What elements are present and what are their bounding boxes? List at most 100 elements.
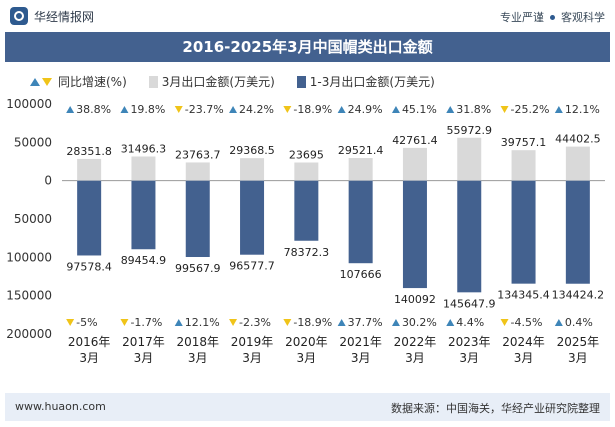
y-tick-label: 100000 — [6, 250, 52, 264]
bar-ytd — [294, 180, 319, 241]
growth-march-label: 31.8% — [456, 103, 491, 116]
x-tick-label: 3月 — [568, 351, 588, 365]
legend-growth-label: 同比增速(%) — [58, 75, 127, 89]
growth-ytd-label: -18.9% — [293, 316, 332, 329]
logo-icon — [10, 7, 28, 25]
chart-plot: 100000 50000 0 50000 100000 150000 200000 28351… — [6, 97, 605, 365]
data-label-ytd: 134345.4 — [497, 289, 550, 302]
brand-name: 华经情报网 — [34, 9, 95, 24]
legend: 同比增速(%) 3月出口金额(万美元) 1-3月出口金额(万美元) — [30, 73, 457, 90]
growth-ytd-arrow — [500, 319, 509, 326]
growth-march-arrow — [391, 106, 400, 113]
legend-march: 3月出口金额(万美元) — [148, 73, 275, 90]
data-label-ytd: 89454.9 — [121, 254, 167, 267]
growth-ytd-arrow — [283, 319, 292, 326]
growth-ytd-label: -2.3% — [239, 316, 271, 329]
bar-march — [131, 156, 156, 181]
bar-ytd — [565, 180, 590, 284]
data-label-ytd: 97578.4 — [66, 260, 112, 273]
y-tick-label: 150000 — [6, 289, 52, 303]
x-tick-label: 2016年 — [68, 335, 111, 349]
x-tick-label: 3月 — [79, 351, 99, 365]
growth-march-label: -23.7% — [185, 103, 224, 116]
bar-ytd — [511, 180, 536, 284]
footer: www.huaon.com 数据来源：中国海关，华经产业研究院整理 — [5, 393, 610, 421]
growth-ytd-label: 12.1% — [185, 316, 220, 329]
bar-march — [348, 158, 373, 181]
growth-march-label: 45.1% — [402, 103, 437, 116]
growth-march-arrow — [283, 106, 292, 113]
top-bar: 华经情报网 专业严谨 客观科学 — [0, 0, 615, 32]
x-tick-label: 3月 — [405, 351, 425, 365]
y-tick-label: 50000 — [14, 212, 52, 226]
growth-march-arrow — [229, 106, 238, 113]
title-bar: 2016-2025年3月中国帽类出口金额 — [5, 32, 610, 62]
growth-march-arrow — [500, 106, 509, 113]
data-label-march: 23695 — [289, 149, 324, 162]
data-label-march: 39757.1 — [501, 136, 547, 149]
x-tick-label: 3月 — [297, 351, 317, 365]
bar-march — [294, 162, 319, 181]
data-label-march: 23763.7 — [175, 148, 221, 161]
growth-march-arrow — [120, 106, 129, 113]
legend-march-label: 3月出口金额(万美元) — [161, 75, 275, 89]
growth-march-label: 12.1% — [565, 103, 600, 116]
website-link[interactable]: www.huaon.com — [15, 400, 106, 413]
tag-objective: 客观科学 — [561, 11, 605, 24]
bar-march — [511, 150, 536, 181]
data-label-ytd: 140092 — [394, 293, 436, 306]
data-label-ytd: 145647.9 — [443, 297, 496, 310]
up-triangle-icon — [30, 77, 40, 86]
data-label-march: 29521.4 — [338, 144, 384, 157]
y-tick-label: 100000 — [6, 97, 52, 111]
data-source: 数据来源：中国海关，华经产业研究院整理 — [391, 402, 600, 415]
x-tick-label: 2025年 — [557, 335, 600, 349]
y-tick-label: 200000 — [6, 327, 52, 341]
legend-growth: 同比增速(%) — [30, 73, 127, 90]
x-tick-label: 3月 — [188, 351, 208, 365]
x-tick-label: 2020年 — [285, 335, 328, 349]
growth-march-label: 24.2% — [239, 103, 274, 116]
growth-march-arrow — [446, 106, 455, 113]
growth-ytd-arrow — [120, 319, 129, 326]
data-label-ytd: 107666 — [340, 268, 382, 281]
down-triangle-icon — [42, 77, 52, 86]
bar-ytd — [77, 180, 102, 256]
y-tick-label: 50000 — [14, 135, 52, 149]
growth-ytd-arrow — [337, 319, 346, 326]
data-label-march: 42761.4 — [392, 134, 438, 147]
chart-title: 2016-2025年3月中国帽类出口金额 — [182, 38, 433, 56]
legend-ytd-label: 1-3月出口金额(万美元) — [309, 75, 435, 89]
data-label-ytd: 78372.3 — [284, 246, 330, 259]
growth-march-label: 19.8% — [130, 103, 165, 116]
bar-ytd — [457, 180, 482, 293]
x-tick-label: 2022年 — [394, 335, 437, 349]
x-tick-label: 2021年 — [339, 335, 382, 349]
bar-ytd — [131, 180, 156, 250]
y-tick-label: 0 — [44, 174, 52, 188]
legend-swatch-march — [148, 75, 158, 88]
growth-march-label: -18.9% — [293, 103, 332, 116]
legend-ytd: 1-3月出口金额(万美元) — [296, 73, 435, 90]
data-label-ytd: 134424.2 — [552, 289, 605, 302]
x-tick-label: 3月 — [459, 351, 479, 365]
data-label-march: 31496.3 — [121, 143, 167, 156]
x-tick-label: 2019年 — [231, 335, 274, 349]
data-label-ytd: 96577.7 — [229, 260, 275, 273]
growth-ytd-label: 30.2% — [402, 316, 437, 329]
bar-ytd — [348, 180, 373, 264]
growth-march-arrow — [337, 106, 346, 113]
growth-ytd-label: 4.4% — [456, 316, 484, 329]
growth-march-label: -25.2% — [511, 103, 550, 116]
growth-ytd-arrow — [229, 319, 238, 326]
brand[interactable]: 华经情报网 — [10, 7, 94, 25]
x-tick-label: 2017年 — [122, 335, 165, 349]
growth-ytd-arrow — [446, 319, 455, 326]
bar-march — [402, 147, 427, 181]
x-tick-label: 3月 — [242, 351, 262, 365]
data-label-march: 44402.5 — [555, 133, 601, 146]
bar-march — [565, 146, 590, 181]
growth-ytd-arrow — [391, 319, 400, 326]
growth-march-arrow — [554, 106, 563, 113]
growth-march-arrow — [66, 106, 75, 113]
